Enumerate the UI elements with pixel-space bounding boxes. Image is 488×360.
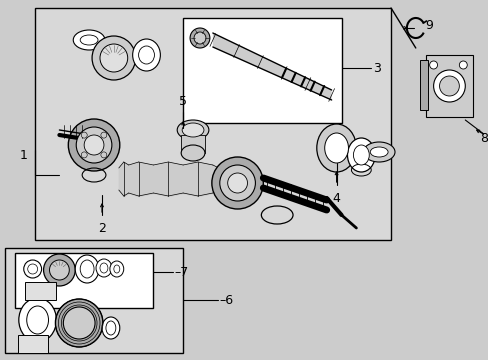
Ellipse shape	[102, 317, 120, 339]
Ellipse shape	[132, 39, 160, 71]
Circle shape	[92, 36, 135, 80]
Circle shape	[429, 61, 437, 69]
Ellipse shape	[138, 46, 154, 64]
Circle shape	[101, 152, 106, 158]
Text: 4: 4	[332, 192, 340, 205]
Text: 1: 1	[20, 149, 28, 162]
Bar	[183, 18, 341, 123]
Ellipse shape	[96, 259, 112, 277]
Bar	[425, 55, 472, 117]
Circle shape	[194, 32, 205, 44]
Ellipse shape	[73, 30, 105, 50]
Ellipse shape	[114, 265, 120, 273]
Ellipse shape	[369, 147, 387, 157]
Text: –7: –7	[174, 266, 188, 279]
Ellipse shape	[181, 145, 204, 161]
Ellipse shape	[347, 138, 374, 172]
Bar	[15, 253, 153, 308]
Circle shape	[63, 307, 95, 339]
Bar	[5, 248, 183, 353]
Text: 8: 8	[479, 131, 487, 144]
Bar	[25, 282, 56, 300]
Ellipse shape	[100, 263, 108, 273]
Circle shape	[190, 28, 209, 48]
Ellipse shape	[182, 123, 203, 137]
Circle shape	[211, 157, 263, 209]
Ellipse shape	[106, 321, 116, 335]
Ellipse shape	[75, 255, 99, 283]
Circle shape	[43, 254, 75, 286]
Ellipse shape	[110, 261, 123, 277]
Circle shape	[84, 135, 104, 155]
Text: 5: 5	[179, 95, 187, 108]
Circle shape	[24, 260, 41, 278]
Bar	[35, 8, 390, 240]
Circle shape	[76, 127, 112, 163]
Ellipse shape	[177, 120, 208, 140]
Ellipse shape	[353, 145, 368, 165]
Circle shape	[100, 44, 127, 72]
Bar	[181, 135, 204, 153]
Ellipse shape	[80, 35, 98, 45]
Ellipse shape	[80, 260, 94, 278]
Circle shape	[28, 264, 38, 274]
Circle shape	[101, 132, 106, 138]
Circle shape	[439, 76, 458, 96]
Text: –6: –6	[219, 293, 233, 306]
Polygon shape	[212, 33, 331, 100]
Circle shape	[81, 132, 87, 138]
Ellipse shape	[324, 133, 348, 163]
Circle shape	[219, 165, 255, 201]
Circle shape	[68, 119, 120, 171]
Circle shape	[81, 152, 87, 158]
Circle shape	[227, 173, 247, 193]
Circle shape	[433, 70, 465, 102]
Circle shape	[458, 61, 467, 69]
Text: 9: 9	[425, 18, 433, 32]
Ellipse shape	[27, 306, 48, 334]
Ellipse shape	[363, 142, 394, 162]
Bar	[18, 335, 47, 353]
Text: 2: 2	[98, 222, 106, 235]
Ellipse shape	[316, 124, 356, 172]
Bar	[419, 60, 427, 110]
Ellipse shape	[19, 298, 56, 342]
Text: 3: 3	[372, 62, 380, 75]
Circle shape	[55, 299, 103, 347]
Circle shape	[49, 260, 69, 280]
